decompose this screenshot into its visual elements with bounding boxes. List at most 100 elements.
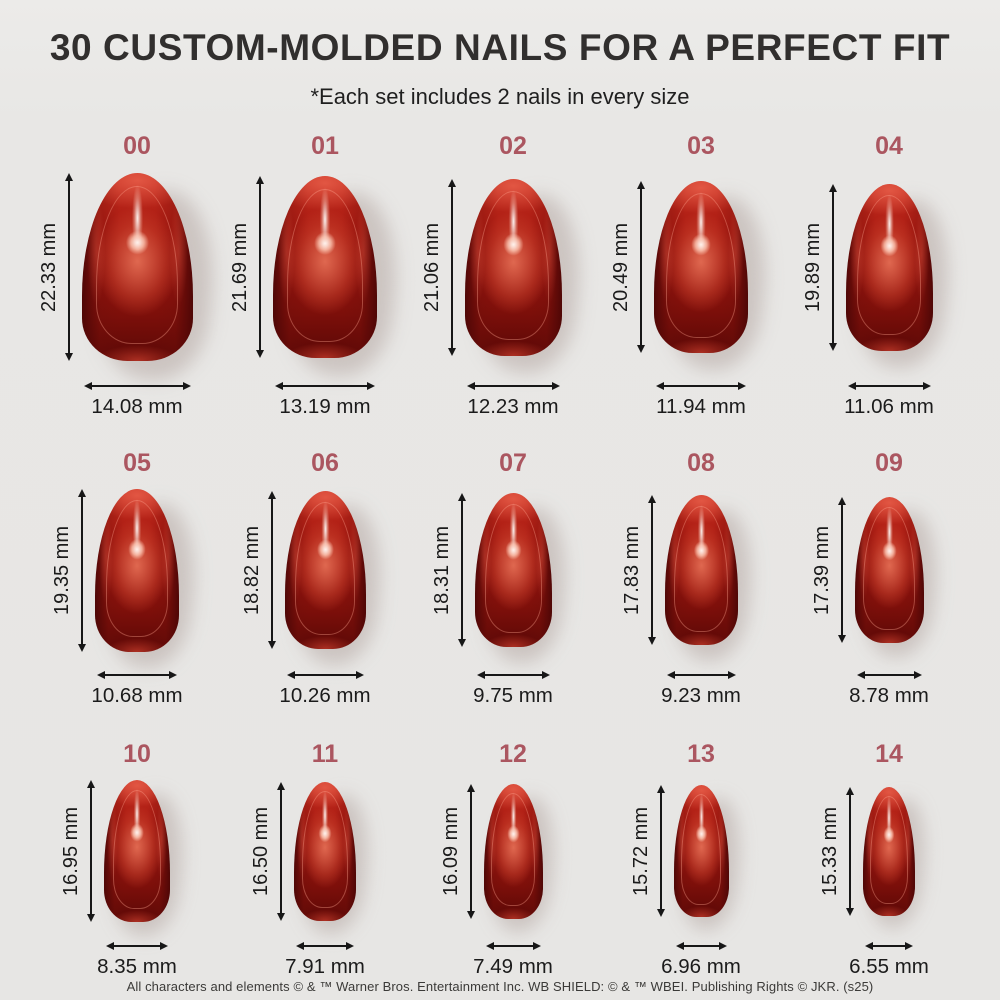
- nail-wrap: 21.69 mm: [229, 176, 407, 382]
- length-value-label: 15.33 mm: [819, 806, 841, 896]
- length-value-label: 21.06 mm: [420, 222, 443, 312]
- horizontal-double-arrow-icon: [83, 380, 191, 392]
- vertical-double-arrow-icon: [836, 497, 848, 643]
- size-number-label: 00: [123, 132, 151, 160]
- length-value-label: 16.50 mm: [250, 806, 272, 896]
- nail-wrap: 15.33 mm: [819, 786, 933, 932]
- horizontal-double-arrow-icon: [485, 940, 541, 952]
- nail-photo: [284, 491, 366, 649]
- length-value-label: 18.31 mm: [430, 525, 453, 615]
- nail-size-cell: 10 16.95 mm 8.35 mm: [30, 740, 218, 979]
- width-value-label: 8.78 mm: [849, 684, 929, 707]
- length-value-label: 18.82 mm: [240, 525, 263, 615]
- size-number-label: 03: [687, 132, 715, 160]
- length-value-label: 20.49 mm: [610, 222, 632, 312]
- vertical-double-arrow-icon: [446, 178, 458, 356]
- width-value-label: 14.08 mm: [91, 395, 183, 418]
- vertical-double-arrow-icon: [85, 780, 97, 922]
- page-title: 30 CUSTOM-MOLDED NAILS FOR A PERFECT FIT: [49, 27, 951, 68]
- vertical-double-arrow-icon: [844, 786, 856, 916]
- nail-row: 05 19.35 mm 10.68 mm 06 18.82 mm: [0, 449, 1000, 708]
- horizontal-double-arrow-icon: [466, 380, 560, 392]
- width-value-label: 7.91 mm: [285, 955, 365, 978]
- nail-photo: [483, 783, 543, 919]
- size-number-label: 12: [499, 740, 527, 768]
- size-number-label: 01: [311, 132, 339, 160]
- vertical-double-arrow-icon: [655, 785, 667, 917]
- nail-size-cell: 07 18.31 mm 9.75 mm: [406, 449, 594, 708]
- nail-wrap: 18.31 mm: [431, 493, 575, 667]
- size-number-label: 02: [499, 132, 527, 160]
- nail-photo: [854, 497, 924, 643]
- nail-area: 15.33 mm: [808, 772, 970, 932]
- nail-wrap: 16.50 mm: [250, 781, 376, 938]
- nail-wrap: 20.49 mm: [610, 181, 776, 376]
- nail-area: 17.83 mm: [620, 481, 782, 664]
- width-value-label: 7.49 mm: [473, 955, 553, 978]
- size-number-label: 05: [123, 449, 151, 477]
- nail-wrap: 19.35 mm: [51, 488, 204, 673]
- nail-size-cell: 09 17.39 mm 8.78 mm: [782, 449, 970, 708]
- header: 30 CUSTOM-MOLDED NAILS FOR A PERFECT FIT…: [0, 0, 1000, 110]
- nail-size-cell: 06 18.82 mm 10.26 mm: [218, 449, 406, 708]
- nail-row: 00 22.33 mm 14.08 mm 01 21.69 mm: [0, 132, 1000, 419]
- length-measure: 15.72 mm: [630, 785, 674, 917]
- nail-wrap: 21.06 mm: [421, 178, 590, 379]
- nail-area: 19.35 mm: [51, 481, 218, 673]
- nail-size-cell: 08 17.83 mm 9.23 mm: [594, 449, 782, 708]
- nail-area: 17.39 mm: [808, 481, 970, 662]
- nail-photo: [474, 493, 552, 647]
- nail-area: 18.82 mm: [240, 481, 406, 670]
- length-measure: 17.83 mm: [621, 495, 665, 645]
- size-number-label: 06: [311, 449, 339, 477]
- width-value-label: 9.75 mm: [473, 684, 553, 707]
- length-value-label: 21.69 mm: [229, 222, 251, 312]
- nail-photo: [845, 183, 933, 351]
- width-value-label: 10.68 mm: [91, 684, 183, 707]
- nail-area: 21.06 mm: [421, 164, 594, 379]
- length-measure: 21.06 mm: [420, 178, 465, 356]
- footer: All characters and elements © & ™ Warner…: [0, 979, 1000, 1000]
- nail-photo: [294, 781, 356, 921]
- horizontal-double-arrow-icon: [106, 940, 168, 952]
- length-measure: 21.69 mm: [229, 176, 273, 358]
- vertical-double-arrow-icon: [254, 176, 266, 358]
- horizontal-double-arrow-icon: [675, 940, 727, 952]
- horizontal-double-arrow-icon: [296, 940, 354, 952]
- horizontal-double-arrow-icon: [847, 380, 931, 392]
- nail-wrap: 16.95 mm: [60, 780, 191, 940]
- size-number-label: 08: [687, 449, 715, 477]
- nail-wrap: 17.83 mm: [621, 495, 760, 664]
- width-value-label: 8.35 mm: [97, 955, 177, 978]
- width-value-label: 6.55 mm: [849, 955, 929, 978]
- width-value-label: 11.06 mm: [844, 395, 934, 418]
- length-value-label: 17.39 mm: [810, 525, 833, 615]
- size-number-label: 07: [499, 449, 527, 477]
- nail-area: 20.49 mm: [610, 164, 782, 376]
- nail-photo: [863, 786, 915, 916]
- nail-size-cell: 11 16.50 mm 7.91 mm: [218, 740, 406, 979]
- nail-size-cell: 12 16.09 mm 7.49 mm: [406, 740, 594, 979]
- nail-area: 21.69 mm: [229, 164, 407, 382]
- length-measure: 22.33 mm: [38, 173, 82, 361]
- nail-area: 22.33 mm: [38, 164, 224, 386]
- size-number-label: 09: [875, 449, 903, 477]
- horizontal-double-arrow-icon: [865, 940, 913, 952]
- length-value-label: 16.95 mm: [60, 806, 82, 896]
- nail-row: 10 16.95 mm 8.35 mm 11 16.50 mm: [0, 740, 1000, 979]
- size-number-label: 04: [875, 132, 903, 160]
- width-value-label: 10.26 mm: [279, 684, 371, 707]
- length-measure: 19.89 mm: [802, 183, 846, 351]
- nail-wrap: 15.72 mm: [630, 785, 747, 933]
- length-measure: 15.33 mm: [819, 786, 863, 916]
- length-value-label: 19.35 mm: [51, 525, 73, 615]
- nail-wrap: 16.09 mm: [440, 783, 562, 935]
- nail-area: 16.50 mm: [244, 772, 406, 938]
- width-value-label: 11.94 mm: [656, 395, 746, 418]
- nail-size-cell: 01 21.69 mm 13.19 mm: [218, 132, 407, 419]
- nail-size-cell: 00 22.33 mm 14.08 mm: [30, 132, 224, 419]
- nail-area: 19.89 mm: [802, 164, 970, 372]
- vertical-double-arrow-icon: [76, 488, 88, 652]
- nail-size-cell: 02 21.06 mm 12.23 mm: [406, 132, 594, 419]
